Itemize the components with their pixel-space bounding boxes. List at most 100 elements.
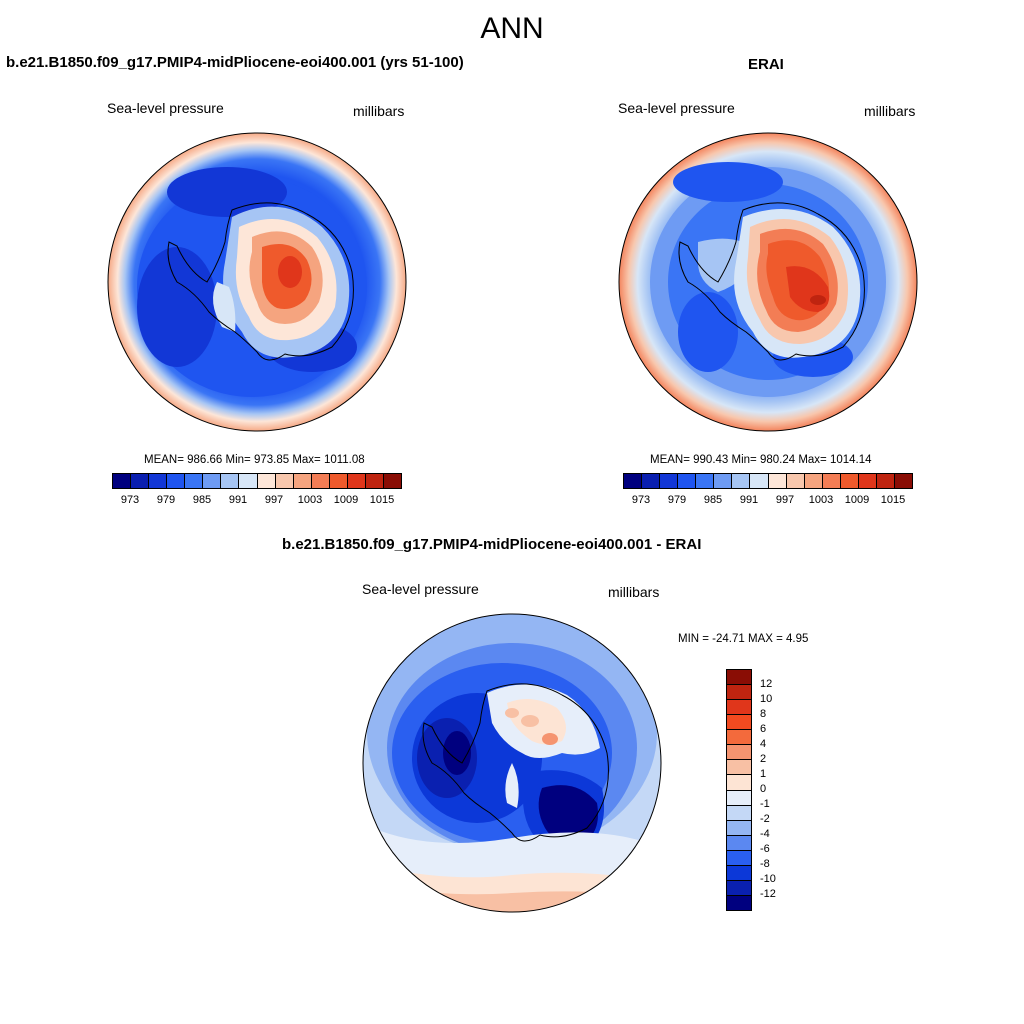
- panel1-stats: MEAN= 986.66 Min= 973.85 Max= 1011.08: [144, 454, 365, 466]
- colorbar-swatch: [727, 880, 751, 896]
- panel3-units-label: millibars: [608, 584, 660, 600]
- colorbar-tick-label: 10: [760, 693, 773, 705]
- colorbar-swatch: [876, 474, 895, 488]
- colorbar-tick-label: 1015: [369, 494, 395, 506]
- colorbar-swatch: [293, 474, 312, 488]
- colorbar-tick-label: 1009: [844, 494, 870, 506]
- colorbar-swatch: [185, 474, 204, 488]
- colorbar-tick-label: -12: [760, 888, 776, 900]
- colorbar-swatch: [203, 474, 222, 488]
- colorbar-tick-label: -8: [760, 858, 770, 870]
- panel1-polar-map: [107, 132, 407, 432]
- colorbar-swatch: [678, 474, 697, 488]
- colorbar-swatch: [727, 730, 751, 746]
- colorbar-tick-label: 991: [739, 494, 759, 506]
- colorbar-tick-label: 973: [631, 494, 651, 506]
- colorbar-swatch: [113, 474, 132, 488]
- colorbar-swatch: [727, 865, 751, 881]
- panel1-title: b.e21.B1850.f09_g17.PMIP4-midPliocene-eo…: [6, 54, 464, 71]
- panel3-colorbar: [726, 669, 752, 911]
- colorbar-swatch: [804, 474, 823, 488]
- colorbar-swatch: [149, 474, 168, 488]
- colorbar-tick-label: -2: [760, 813, 770, 825]
- colorbar-tick-label: 979: [156, 494, 176, 506]
- colorbar-swatch: [732, 474, 751, 488]
- colorbar-swatch: [257, 474, 276, 488]
- colorbar-swatch: [727, 775, 751, 791]
- colorbar-swatch: [624, 474, 643, 488]
- colorbar-swatch: [727, 700, 751, 716]
- colorbar-swatch: [131, 474, 150, 488]
- panel3-title: b.e21.B1850.f09_g17.PMIP4-midPliocene-eo…: [282, 536, 702, 553]
- colorbar-swatch: [727, 790, 751, 806]
- colorbar-swatch: [727, 715, 751, 731]
- colorbar-swatch: [727, 670, 751, 686]
- colorbar-swatch: [768, 474, 787, 488]
- colorbar-tick-label: 6: [760, 723, 767, 735]
- colorbar-swatch: [894, 474, 912, 488]
- colorbar-swatch: [167, 474, 186, 488]
- colorbar-tick-label: 0: [760, 783, 767, 795]
- colorbar-swatch: [727, 835, 751, 851]
- colorbar-tick-label: 1015: [880, 494, 906, 506]
- panel3-variable-label: Sea-level pressure: [362, 581, 479, 597]
- colorbar-swatch: [750, 474, 769, 488]
- colorbar-swatch: [786, 474, 805, 488]
- colorbar-swatch: [727, 820, 751, 836]
- colorbar-tick-label: 1: [760, 768, 767, 780]
- colorbar-swatch: [858, 474, 877, 488]
- colorbar-swatch: [660, 474, 679, 488]
- colorbar-tick-label: 4: [760, 738, 767, 750]
- colorbar-swatch: [727, 895, 751, 910]
- panel3-colorbar-ticks: 12 10 8 6 4 2 1 0 -1 -2 -4 -6 -8 -10 -12: [760, 669, 800, 909]
- colorbar-swatch: [727, 805, 751, 821]
- colorbar-tick-label: 1009: [333, 494, 359, 506]
- colorbar-swatch: [275, 474, 294, 488]
- panel2-colorbar: [623, 473, 913, 489]
- colorbar-tick-label: -4: [760, 828, 770, 840]
- colorbar-swatch: [727, 685, 751, 701]
- colorbar-swatch: [714, 474, 733, 488]
- panel2-title: ERAI: [748, 56, 784, 73]
- colorbar-swatch: [329, 474, 348, 488]
- colorbar-tick-label: 997: [264, 494, 284, 506]
- colorbar-tick-label: 997: [775, 494, 795, 506]
- panel2-polar-map: [618, 132, 918, 432]
- colorbar-tick-label: 985: [703, 494, 723, 506]
- panel1-colorbar-ticks: 973 979 985 991 997 1003 1009 1015: [112, 494, 400, 508]
- colorbar-tick-label: 12: [760, 678, 773, 690]
- colorbar-swatch: [383, 474, 401, 488]
- panel3-stats: MIN = -24.71 MAX = 4.95: [678, 633, 809, 645]
- colorbar-tick-label: 1003: [297, 494, 323, 506]
- panel2-colorbar-ticks: 973 979 985 991 997 1003 1009 1015: [623, 494, 911, 508]
- main-title: ANN: [480, 12, 544, 45]
- colorbar-swatch: [642, 474, 661, 488]
- colorbar-swatch: [365, 474, 384, 488]
- colorbar-swatch: [840, 474, 859, 488]
- colorbar-swatch: [696, 474, 715, 488]
- panel1-variable-label: Sea-level pressure: [107, 100, 224, 116]
- colorbar-swatch: [727, 745, 751, 761]
- colorbar-tick-label: 979: [667, 494, 687, 506]
- panel2-stats: MEAN= 990.43 Min= 980.24 Max= 1014.14: [650, 454, 872, 466]
- colorbar-tick-label: -1: [760, 798, 770, 810]
- colorbar-swatch: [727, 760, 751, 776]
- colorbar-swatch: [822, 474, 841, 488]
- colorbar-swatch: [239, 474, 258, 488]
- colorbar-swatch: [311, 474, 330, 488]
- colorbar-tick-label: 2: [760, 753, 767, 765]
- colorbar-tick-label: 985: [192, 494, 212, 506]
- colorbar-swatch: [727, 850, 751, 866]
- colorbar-tick-label: -10: [760, 873, 776, 885]
- panel3-polar-map: [362, 613, 662, 913]
- colorbar-tick-label: 8: [760, 708, 767, 720]
- colorbar-tick-label: -6: [760, 843, 770, 855]
- colorbar-swatch: [347, 474, 366, 488]
- colorbar-swatch: [221, 474, 240, 488]
- panel1-units-label: millibars: [353, 103, 405, 119]
- panel2-units-label: millibars: [864, 103, 916, 119]
- panel1-colorbar: [112, 473, 402, 489]
- colorbar-tick-label: 973: [120, 494, 140, 506]
- panel2-variable-label: Sea-level pressure: [618, 100, 735, 116]
- colorbar-tick-label: 991: [228, 494, 248, 506]
